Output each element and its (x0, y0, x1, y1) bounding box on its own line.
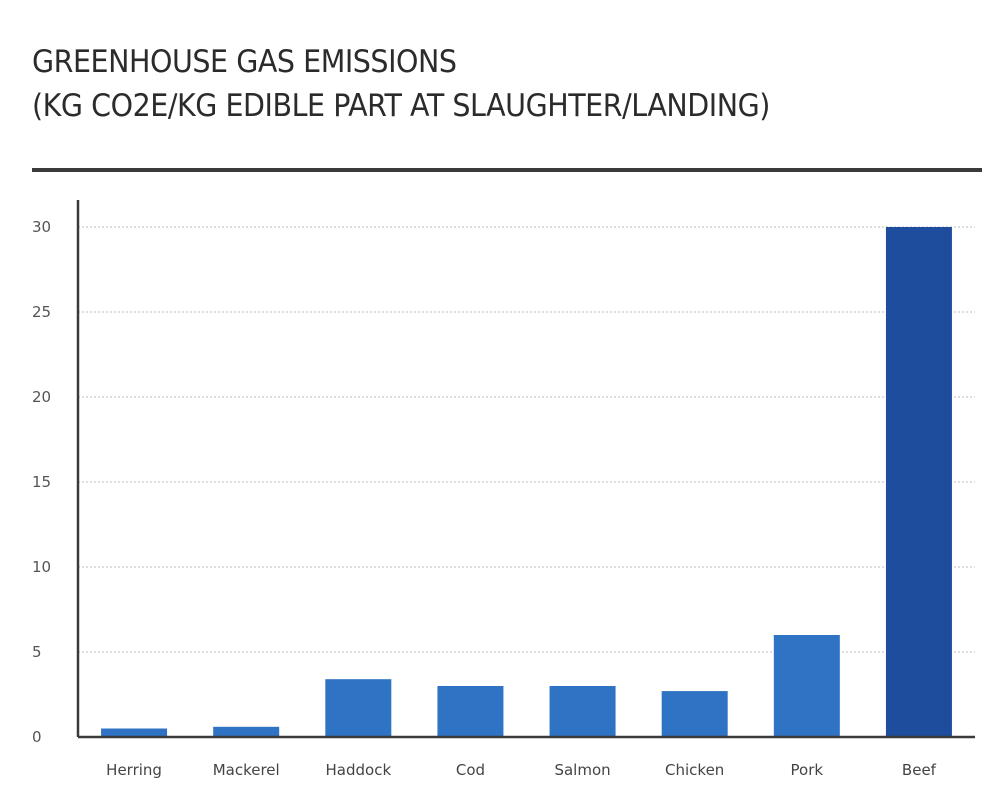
bar (549, 686, 616, 737)
chart-title-line-2: (KG CO2E/KG EDIBLE PART AT SLAUGHTER/LAN… (32, 88, 770, 124)
bar (213, 726, 280, 737)
chart-title: GREENHOUSE GAS EMISSIONS (KG CO2E/KG EDI… (32, 40, 982, 128)
x-tick-label: Salmon (554, 761, 610, 779)
y-tick-label: 0 (32, 728, 42, 746)
y-tick-label: 5 (32, 643, 42, 661)
x-tick-label: Cod (456, 761, 485, 779)
y-tick-label: 15 (32, 473, 51, 491)
bar (773, 635, 840, 737)
chart-title-line-1: GREENHOUSE GAS EMISSIONS (32, 44, 457, 80)
y-tick-label: 25 (32, 303, 51, 321)
bar (885, 227, 952, 737)
y-tick-label: 20 (32, 388, 51, 406)
bar (437, 686, 504, 737)
x-tick-label: Haddock (326, 761, 392, 779)
y-tick-label: 10 (32, 558, 51, 576)
bar (101, 728, 168, 737)
y-tick-label: 30 (32, 218, 51, 236)
x-tick-label: Beef (902, 761, 937, 779)
bar (325, 679, 392, 737)
x-tick-label: Herring (106, 761, 162, 779)
x-tick-label: Pork (791, 761, 824, 779)
x-tick-label: Chicken (665, 761, 724, 779)
title-divider (32, 168, 982, 172)
x-tick-label: Mackerel (213, 761, 280, 779)
bar (661, 691, 728, 737)
